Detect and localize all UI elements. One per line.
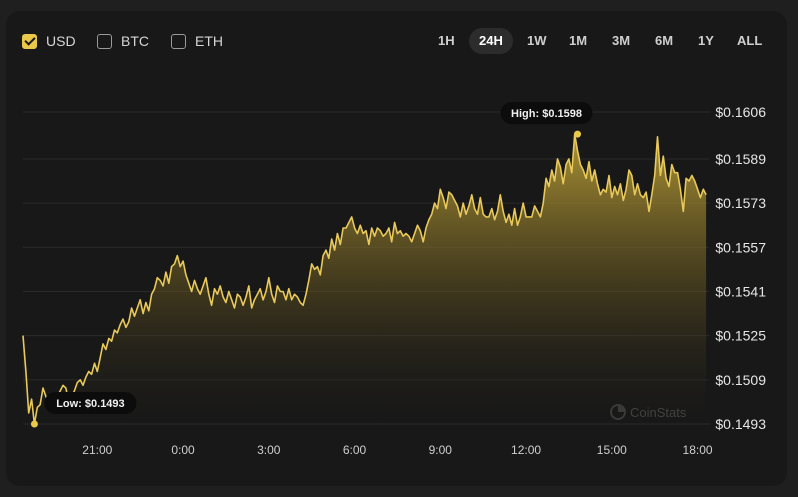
y-tick-label: $0.1606 <box>715 104 766 120</box>
range-button-1m[interactable]: 1M <box>569 33 588 48</box>
x-tick-label: 0:00 <box>171 443 195 457</box>
x-tick-label: 6:00 <box>343 443 367 457</box>
high-marker-pill <box>500 102 593 125</box>
range-button-all[interactable]: ALL <box>737 33 763 48</box>
x-tick-label: 21:00 <box>82 443 112 457</box>
currency-label: USD <box>46 33 76 49</box>
high-marker-label: High: $0.1598 <box>511 108 582 120</box>
currency-label: BTC <box>121 33 149 49</box>
range-button-24h[interactable]: 24H <box>469 28 513 54</box>
y-tick-label: $0.1589 <box>715 151 766 167</box>
currency-label: ETH <box>195 33 223 49</box>
price-area-fill <box>23 134 707 426</box>
y-tick-label: $0.1557 <box>715 239 766 255</box>
extreme-markers: High: $0.1598 Low: $0.1493 <box>30 102 593 428</box>
y-tick-label: $0.1541 <box>715 283 766 299</box>
coinstats-logo-mark <box>618 405 625 412</box>
y-tick-label: $0.1525 <box>715 328 766 344</box>
watermark-text: CoinStats <box>630 405 687 420</box>
currency-toggle-btc[interactable]: BTC <box>97 33 149 49</box>
range-button-1h[interactable]: 1H <box>438 33 455 48</box>
coinstats-logo-icon <box>610 404 626 420</box>
x-axis-labels: 21:00 0:00 3:00 6:00 9:00 12:00 15:00 18:00 <box>82 443 713 457</box>
currency-toggle-usd[interactable]: USD <box>22 33 76 49</box>
x-tick-label: 9:00 <box>429 443 453 457</box>
y-tick-label: $0.1573 <box>715 195 766 211</box>
range-button-1y[interactable]: 1Y <box>698 33 714 48</box>
low-marker-label: Low: $0.1493 <box>56 398 124 410</box>
x-tick-label: 15:00 <box>597 443 627 457</box>
x-tick-label: 3:00 <box>257 443 281 457</box>
x-tick-label: 18:00 <box>683 443 713 457</box>
price-line <box>22 133 707 425</box>
checkbox-icon[interactable] <box>97 33 112 49</box>
y-tick-label: $0.1493 <box>715 416 766 432</box>
range-button-6m[interactable]: 6M <box>655 33 674 48</box>
y-axis-labels: $0.1606 $0.1589 $0.1573 $0.1557 $0.1541 $0.15… <box>715 104 766 432</box>
y-tick-label: $0.1509 <box>715 372 766 388</box>
x-tick-label: 12:00 <box>511 443 541 457</box>
range-button-1w[interactable]: 1W <box>527 33 547 48</box>
high-marker-dot <box>574 130 582 138</box>
checkbox-checked-icon[interactable] <box>22 33 37 49</box>
range-button-3m[interactable]: 3M <box>612 33 631 48</box>
checkbox-icon[interactable] <box>171 33 186 49</box>
watermark: CoinStats <box>610 404 687 420</box>
currency-toggle-eth[interactable]: ETH <box>171 33 223 49</box>
low-marker-dot <box>30 420 38 428</box>
low-marker-pill <box>44 392 137 414</box>
